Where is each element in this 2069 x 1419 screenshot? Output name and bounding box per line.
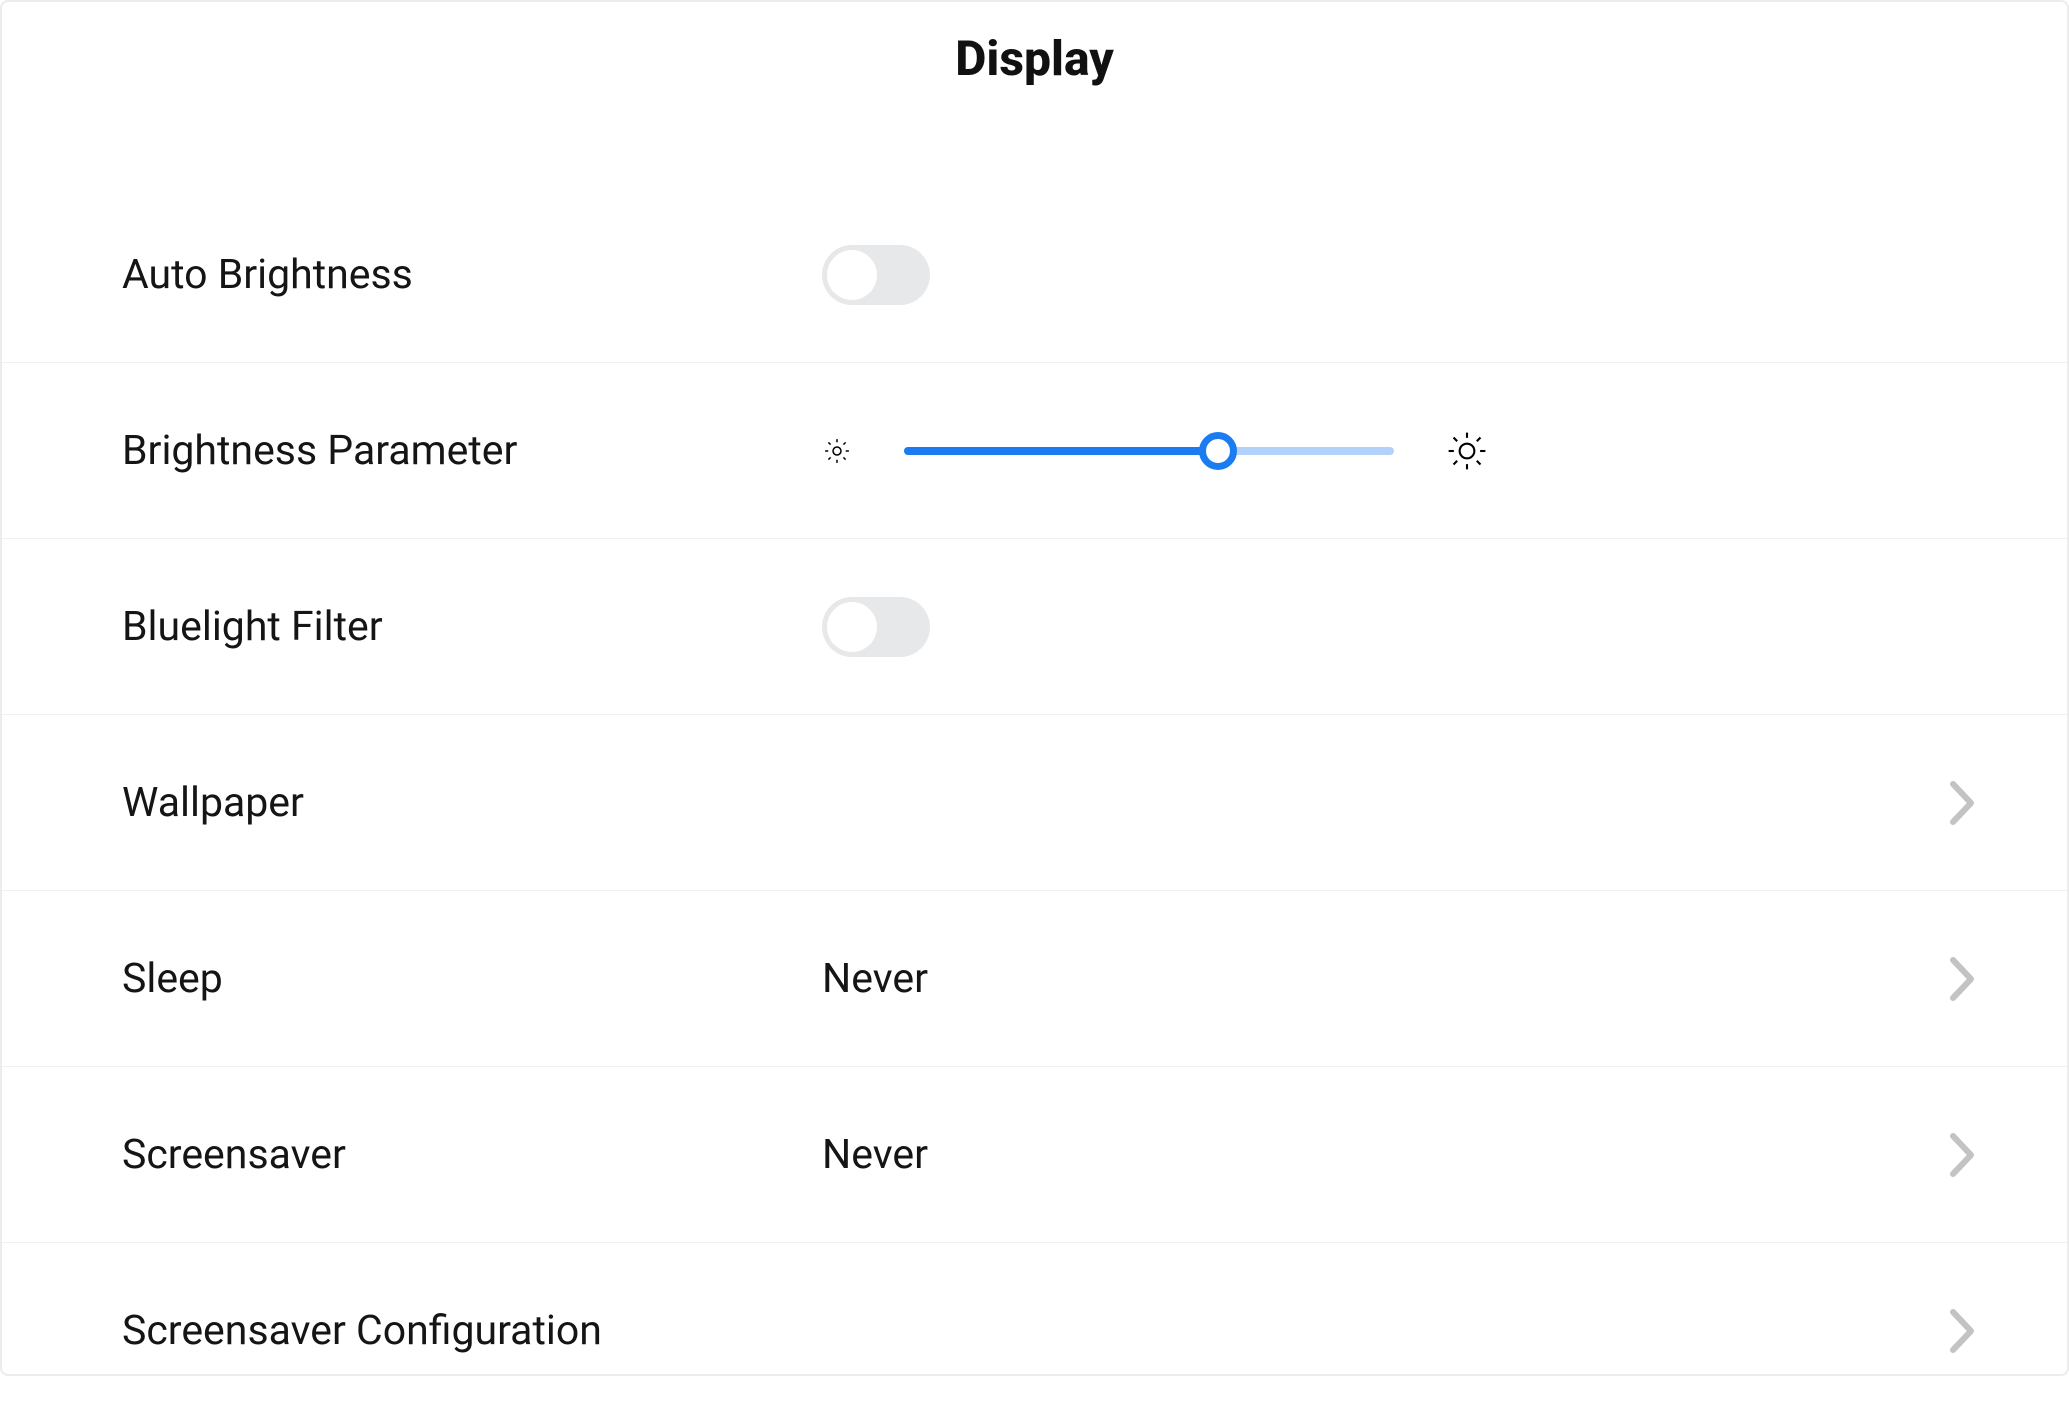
brightness-slider[interactable] (904, 431, 1394, 471)
auto-brightness-toggle[interactable] (822, 245, 930, 305)
sleep-label: Sleep (122, 955, 822, 1003)
bluelight-filter-label: Bluelight Filter (122, 603, 822, 651)
slider-thumb (1199, 432, 1237, 470)
chevron-right-icon (1949, 956, 1977, 1002)
row-auto-brightness: Auto Brightness (2, 187, 2067, 363)
brightness-high-icon (1446, 430, 1488, 472)
screensaver-value: Never (822, 1131, 1947, 1179)
wallpaper-label: Wallpaper (122, 779, 822, 827)
bluelight-filter-toggle[interactable] (822, 597, 930, 657)
sleep-value: Never (822, 955, 1947, 1003)
chevron-right-icon (1949, 780, 1977, 826)
brightness-parameter-label: Brightness Parameter (122, 427, 822, 475)
row-brightness-parameter: Brightness Parameter (2, 363, 2067, 539)
row-wallpaper[interactable]: Wallpaper (2, 715, 2067, 891)
chevron-right-icon (1949, 1132, 1977, 1178)
auto-brightness-label: Auto Brightness (122, 251, 822, 299)
page-title: Display (2, 30, 2067, 87)
row-screensaver[interactable]: Screensaver Never (2, 1067, 2067, 1243)
slider-track-fill (904, 447, 1218, 455)
screensaver-configuration-label: Screensaver Configuration (122, 1307, 602, 1355)
row-sleep[interactable]: Sleep Never (2, 891, 2067, 1067)
brightness-low-icon (822, 436, 852, 466)
screensaver-label: Screensaver (122, 1131, 822, 1179)
brightness-slider-group (822, 430, 1488, 472)
display-settings-panel: Display Auto Brightness Brightness Param… (0, 0, 2069, 1376)
toggle-knob (827, 250, 877, 300)
row-bluelight-filter: Bluelight Filter (2, 539, 2067, 715)
toggle-knob (827, 602, 877, 652)
chevron-right-icon (1949, 1308, 1977, 1354)
row-screensaver-configuration[interactable]: Screensaver Configuration (2, 1243, 2067, 1419)
